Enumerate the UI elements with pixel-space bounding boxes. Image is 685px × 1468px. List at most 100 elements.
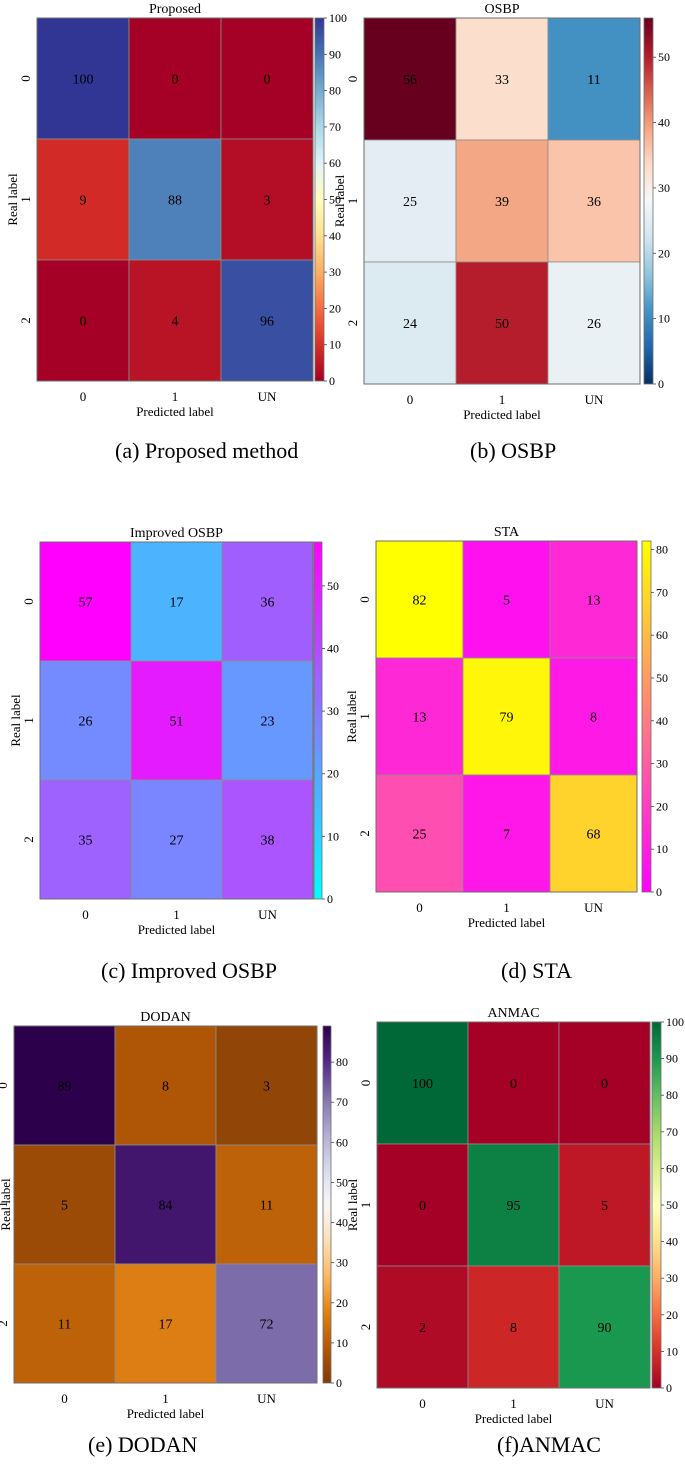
cell-value-label: 2 [419, 1321, 426, 1336]
x-axis-label: Predicted label [475, 1411, 553, 1426]
x-tick-label: 0 [419, 1396, 426, 1411]
y-tick-label: 1 [345, 198, 360, 205]
heatmap-cell [467, 1143, 560, 1267]
colorbar-tick-label: 70 [336, 1095, 348, 1109]
heatmap-cell [39, 660, 132, 781]
x-tick-label: 1 [503, 900, 510, 915]
y-tick-label: 0 [0, 1082, 10, 1089]
x-tick-label: UN [595, 1396, 614, 1411]
y-tick-label: 2 [0, 1320, 10, 1327]
heatmap-cell [375, 774, 464, 893]
cell-value-label: 88 [168, 194, 182, 209]
colorbar-tick-label: 60 [656, 628, 668, 642]
colorbar-tick-label: 30 [656, 757, 668, 771]
colorbar-tick-label: 80 [336, 1055, 348, 1069]
x-tick-label: 1 [172, 389, 179, 404]
colorbar-tick-label: 10 [656, 842, 668, 856]
colorbar [651, 1021, 662, 1389]
colorbar-tick-label: 20 [336, 1296, 348, 1310]
cell-value-label: 13 [587, 594, 601, 609]
heatmap-cell [220, 138, 314, 261]
colorbar-tick-label: 70 [666, 1125, 678, 1139]
y-tick-label: 2 [18, 317, 33, 324]
colorbar-tick-label: 30 [336, 1256, 348, 1270]
colorbar-tick-label: 50 [329, 193, 341, 207]
colorbar-tick-label: 60 [329, 156, 341, 170]
y-tick-label: 2 [358, 1324, 373, 1331]
y-axis-label: Real label [8, 694, 23, 747]
cell-value-label: 5 [61, 1199, 68, 1214]
cell-value-label: 13 [413, 711, 427, 726]
cell-value-label: 9 [80, 194, 87, 209]
heatmap-cell [462, 774, 551, 893]
cell-value-label: 0 [601, 1077, 608, 1092]
colorbar-tick-label: 50 [336, 1175, 348, 1189]
colorbar-tick-label: 20 [658, 246, 670, 260]
colorbar-tick-label: 60 [666, 1161, 678, 1175]
heatmap-cell [13, 1144, 116, 1265]
colorbar-tick-label: 50 [656, 671, 668, 685]
heatmap-cell [467, 1265, 560, 1389]
chart-title: Proposed [149, 2, 201, 17]
cell-value-label: 8 [162, 1080, 169, 1095]
heatmap-cell [549, 774, 638, 893]
cell-value-label: 38 [261, 834, 275, 849]
heatmap-cell [114, 1025, 217, 1146]
y-axis-label: Real label [344, 690, 359, 743]
cell-value-label: 4 [172, 315, 179, 330]
colorbar-tick-label: 30 [327, 704, 339, 718]
colorbar-tick-label: 90 [329, 47, 341, 61]
heatmap-cell [547, 139, 641, 263]
heatmap-cell [558, 1143, 651, 1267]
cell-value-label: 8 [590, 711, 597, 726]
colorbar-tick-label: 0 [666, 1381, 672, 1395]
plot-frame [376, 1021, 651, 1389]
cell-value-label: 5 [601, 1199, 608, 1214]
cell-value-label: 68 [587, 828, 601, 843]
cell-value-label: 51 [170, 715, 184, 730]
heatmap-cell [36, 138, 130, 261]
heatmap-cell [558, 1021, 651, 1145]
cell-value-label: 8 [510, 1321, 517, 1336]
heatmap-cell [128, 259, 222, 382]
heatmap-cell [558, 1265, 651, 1389]
y-tick-label: 0 [357, 596, 372, 603]
heatmap-cell [39, 779, 132, 900]
chart-title: OSBP [484, 2, 519, 17]
colorbar-tick-label: 100 [666, 1015, 684, 1029]
x-axis-label: Predicted label [127, 1406, 205, 1421]
colorbar-tick-label: 30 [666, 1271, 678, 1285]
cell-value-label: 26 [79, 715, 93, 730]
cell-value-label: 0 [419, 1199, 426, 1214]
colorbar-tick-label: 0 [658, 377, 664, 391]
cell-value-label: 3 [264, 194, 271, 209]
cell-value-label: 95 [507, 1199, 521, 1214]
cell-value-label: 5 [503, 594, 510, 609]
cell-value-label: 0 [172, 73, 179, 88]
colorbar-tick-label: 80 [656, 543, 668, 557]
chart-title: ANMAC [487, 1006, 539, 1021]
x-tick-label: UN [584, 900, 603, 915]
heatmap-cell [128, 138, 222, 261]
heatmap-cell [130, 541, 223, 662]
cell-value-label: 35 [79, 834, 93, 849]
y-tick-label: 1 [357, 713, 372, 720]
confusion-matrix-3: 57 17 36 26 51 23 35 27 38 Improved OSBP 0 1 UN Predi… [8, 526, 339, 937]
y-axis-label: Real label [0, 1178, 13, 1231]
cell-value-label: 90 [598, 1321, 612, 1336]
caption-a: (a) Proposed method [115, 438, 299, 463]
colorbar-tick-label: 20 [656, 799, 668, 813]
x-tick-label: UN [258, 389, 277, 404]
caption-b: (b) OSBP [470, 438, 557, 463]
colorbar-tick-label: 40 [329, 229, 341, 243]
cell-value-label: 100 [412, 1077, 433, 1092]
cell-value-label: 23 [261, 715, 275, 730]
x-axis-label: Predicted label [463, 407, 541, 422]
x-axis-label: Predicted label [136, 404, 214, 419]
cell-value-label: 25 [413, 828, 427, 843]
colorbar-tick-label: 30 [329, 265, 341, 279]
cell-value-label: 96 [260, 315, 274, 330]
colorbar-tick-label: 50 [666, 1198, 678, 1212]
